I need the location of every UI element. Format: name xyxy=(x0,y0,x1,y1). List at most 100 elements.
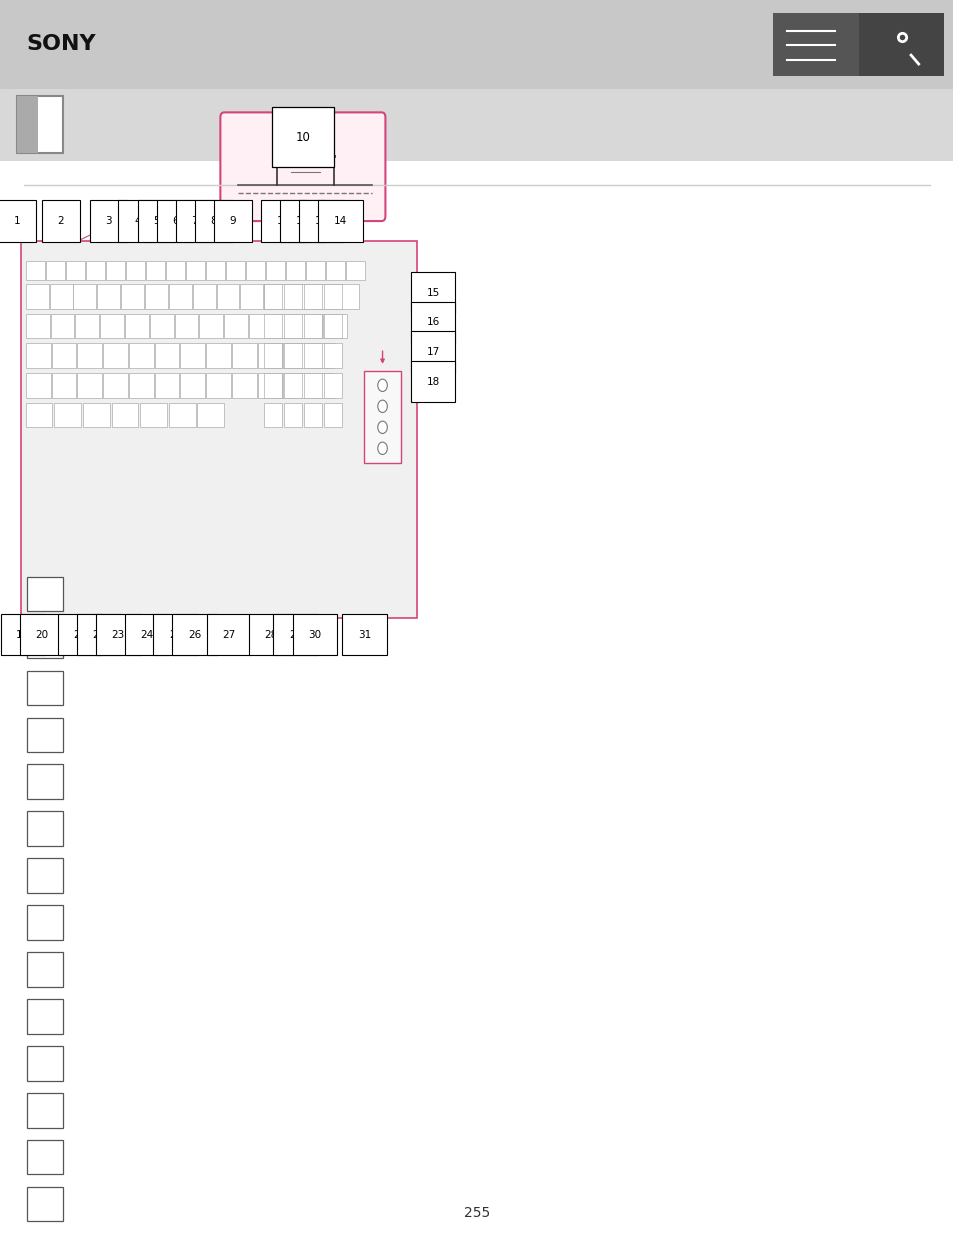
Bar xyxy=(206,343,231,368)
Circle shape xyxy=(377,400,387,412)
Bar xyxy=(26,403,52,427)
Bar xyxy=(274,314,297,338)
Bar xyxy=(174,314,198,338)
FancyBboxPatch shape xyxy=(17,96,38,153)
Bar xyxy=(283,373,308,398)
Bar xyxy=(309,373,334,398)
Bar xyxy=(264,373,282,398)
Bar xyxy=(304,403,322,427)
Text: 27: 27 xyxy=(222,630,235,640)
Bar xyxy=(226,261,245,280)
Text: 21: 21 xyxy=(73,630,87,640)
Bar xyxy=(304,284,322,309)
Bar xyxy=(216,284,239,309)
Text: 2: 2 xyxy=(58,216,64,226)
Bar xyxy=(246,261,265,280)
Bar xyxy=(346,261,365,280)
Bar xyxy=(312,284,335,309)
Text: 6: 6 xyxy=(172,216,178,226)
Bar xyxy=(51,314,74,338)
Bar xyxy=(83,403,110,427)
Bar xyxy=(283,343,308,368)
Bar xyxy=(27,671,63,705)
Bar xyxy=(264,314,282,338)
Bar xyxy=(77,343,102,368)
Bar xyxy=(324,284,342,309)
Text: 16: 16 xyxy=(426,317,439,327)
Bar xyxy=(197,403,224,427)
Bar xyxy=(193,284,215,309)
Bar xyxy=(266,261,285,280)
Bar xyxy=(264,284,282,309)
Bar xyxy=(150,314,173,338)
Bar xyxy=(27,858,63,893)
Bar xyxy=(27,1093,63,1128)
Bar xyxy=(309,343,334,368)
Bar xyxy=(100,314,124,338)
Bar xyxy=(145,284,168,309)
Text: 12: 12 xyxy=(295,216,309,226)
Bar xyxy=(323,314,347,338)
Text: 11: 11 xyxy=(276,216,290,226)
Bar xyxy=(77,373,102,398)
Bar xyxy=(50,284,72,309)
Bar xyxy=(27,1046,63,1081)
Text: 13: 13 xyxy=(314,216,328,226)
Text: 17: 17 xyxy=(426,347,439,357)
Bar xyxy=(257,373,282,398)
Bar xyxy=(306,261,325,280)
Bar xyxy=(206,261,225,280)
Bar xyxy=(298,314,322,338)
Text: 10: 10 xyxy=(295,131,310,143)
Bar xyxy=(335,284,358,309)
Bar xyxy=(206,373,231,398)
Text: 19: 19 xyxy=(16,630,30,640)
FancyBboxPatch shape xyxy=(220,112,385,221)
Circle shape xyxy=(377,379,387,391)
Bar xyxy=(324,343,342,368)
Bar xyxy=(186,261,205,280)
Text: 29: 29 xyxy=(289,630,302,640)
Bar xyxy=(284,403,302,427)
Bar xyxy=(129,343,153,368)
Text: 26: 26 xyxy=(188,630,201,640)
Text: 31: 31 xyxy=(357,630,371,640)
FancyBboxPatch shape xyxy=(17,96,63,153)
Text: 24: 24 xyxy=(140,630,153,640)
Bar xyxy=(169,284,192,309)
Bar xyxy=(284,284,302,309)
Text: 14: 14 xyxy=(334,216,347,226)
Bar xyxy=(27,764,63,799)
Bar xyxy=(27,624,63,658)
Bar xyxy=(154,373,179,398)
Bar xyxy=(46,261,65,280)
Bar xyxy=(51,373,76,398)
Text: 7: 7 xyxy=(192,216,197,226)
Bar xyxy=(75,314,99,338)
Text: 15: 15 xyxy=(426,288,439,298)
Bar xyxy=(129,373,153,398)
Text: 22: 22 xyxy=(92,630,106,640)
Bar xyxy=(326,261,345,280)
Text: 25: 25 xyxy=(169,630,182,640)
Bar xyxy=(324,403,342,427)
Text: 3: 3 xyxy=(106,216,112,226)
Text: SONY: SONY xyxy=(27,35,96,54)
Text: 4: 4 xyxy=(134,216,140,226)
Bar xyxy=(169,403,195,427)
Bar xyxy=(27,811,63,846)
Circle shape xyxy=(377,442,387,454)
Bar xyxy=(103,343,128,368)
Bar xyxy=(86,261,105,280)
Bar xyxy=(264,284,287,309)
Bar xyxy=(224,314,248,338)
Bar xyxy=(146,261,165,280)
Bar xyxy=(264,403,282,427)
Bar xyxy=(264,343,282,368)
FancyBboxPatch shape xyxy=(364,370,400,463)
Bar xyxy=(304,343,322,368)
Text: 23: 23 xyxy=(112,630,125,640)
FancyBboxPatch shape xyxy=(21,241,416,618)
Bar xyxy=(154,343,179,368)
Bar xyxy=(97,284,120,309)
